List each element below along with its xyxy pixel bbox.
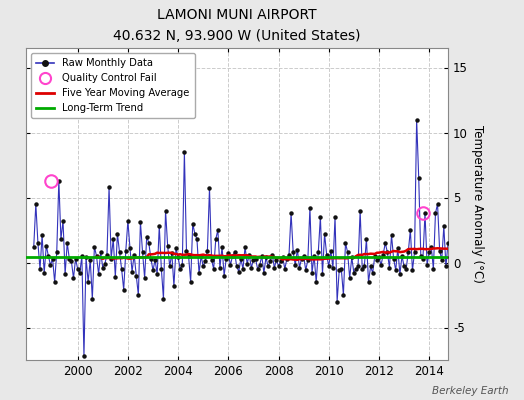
Legend: Raw Monthly Data, Quality Control Fail, Five Year Moving Average, Long-Term Tren: Raw Monthly Data, Quality Control Fail, … [31,53,194,118]
Y-axis label: Temperature Anomaly (°C): Temperature Anomaly (°C) [472,125,484,283]
Title: LAMONI MUNI AIRPORT
40.632 N, 93.900 W (United States): LAMONI MUNI AIRPORT 40.632 N, 93.900 W (… [113,8,361,43]
Text: Berkeley Earth: Berkeley Earth [432,386,508,396]
